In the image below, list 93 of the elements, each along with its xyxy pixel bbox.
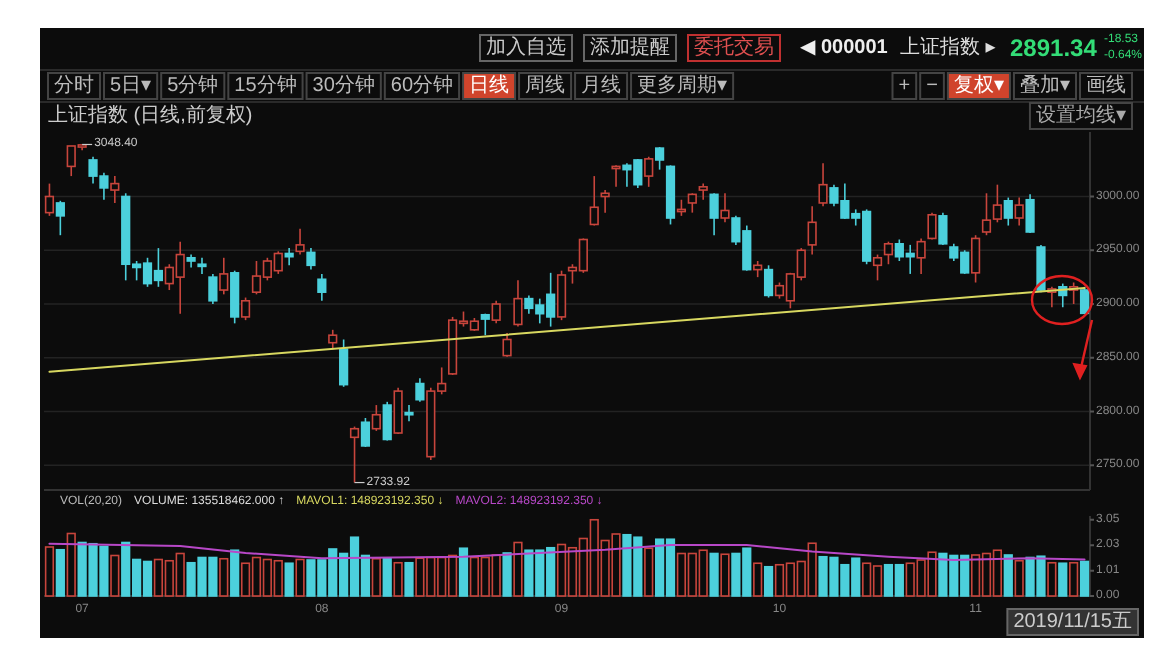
candlestick xyxy=(230,269,240,325)
candlestick xyxy=(306,247,316,271)
text: 月线 xyxy=(581,73,622,97)
text: 日线 xyxy=(469,73,510,97)
candlestick xyxy=(349,425,360,484)
bar xyxy=(1079,560,1090,597)
candlestick xyxy=(872,253,883,282)
text: 添加提醒 xyxy=(590,35,670,59)
candlestick xyxy=(720,192,730,224)
bar xyxy=(513,541,523,597)
line-series xyxy=(48,542,1086,561)
text: 5分钟 xyxy=(167,73,219,97)
bar xyxy=(219,557,229,597)
bar xyxy=(709,552,719,597)
bar xyxy=(295,558,305,597)
bar xyxy=(393,561,403,597)
candlestick xyxy=(197,256,207,275)
text: 周线 xyxy=(525,73,566,97)
text: 更多周期▾ xyxy=(637,73,728,97)
candlestick xyxy=(240,296,251,321)
text: 60分钟 xyxy=(390,73,454,97)
text: 设置均线▾ xyxy=(1035,103,1126,127)
bar xyxy=(66,532,76,597)
candlestick xyxy=(709,192,719,237)
candlestick xyxy=(687,192,697,214)
candlestick xyxy=(219,256,229,296)
bar xyxy=(371,557,381,597)
bar xyxy=(763,565,774,597)
text: + xyxy=(898,75,911,97)
candlestick xyxy=(208,273,218,305)
text: 委托交易 xyxy=(694,35,774,59)
bar xyxy=(1069,561,1079,597)
bar xyxy=(1014,559,1024,597)
candlestick xyxy=(970,234,981,284)
candlestick xyxy=(415,377,425,403)
candlestick xyxy=(491,299,501,325)
bar xyxy=(382,557,392,597)
candlestick xyxy=(360,417,371,448)
candlestick xyxy=(883,240,894,266)
candlestick xyxy=(600,189,610,214)
bar xyxy=(720,553,730,597)
candlestick xyxy=(818,162,828,207)
candlestick xyxy=(916,237,926,275)
bar xyxy=(502,552,512,597)
candlestick xyxy=(328,329,338,350)
text: 30分钟 xyxy=(312,73,375,97)
text: 复权▾ xyxy=(953,73,1004,97)
candlestick xyxy=(644,155,654,188)
candlestick xyxy=(55,200,65,237)
candlestick xyxy=(556,269,567,321)
bar xyxy=(284,562,294,597)
text: − xyxy=(926,75,939,97)
bar xyxy=(458,547,469,597)
candlestick xyxy=(502,332,512,358)
text: 15分钟 xyxy=(234,73,297,97)
text: 2891.34 xyxy=(1010,34,1098,62)
text: ◀ 000001 xyxy=(800,37,889,59)
candlestick xyxy=(393,387,403,435)
candlestick xyxy=(1003,196,1013,227)
candlestick xyxy=(763,264,774,299)
candlestick xyxy=(317,273,327,302)
candlestick xyxy=(382,401,392,442)
candlestick xyxy=(611,164,621,188)
text: 5日▾ xyxy=(110,75,152,97)
candlestick xyxy=(339,338,349,388)
bar xyxy=(230,549,240,597)
text: 加入自选 xyxy=(486,35,566,59)
candlestick xyxy=(404,404,414,422)
candlestick xyxy=(807,205,817,256)
chart-title: 上证指数 (日线,前复权) xyxy=(48,103,253,127)
bar xyxy=(110,554,120,597)
text: 叠加▾ xyxy=(1019,73,1070,97)
text: 画线 xyxy=(1086,73,1126,97)
candlestick xyxy=(110,175,120,204)
candlestick xyxy=(655,146,665,171)
text: 分时 xyxy=(54,73,94,97)
bar xyxy=(1003,554,1013,597)
candlestick xyxy=(513,279,523,328)
candlestick xyxy=(1025,193,1035,234)
text: 上证指数 ▸ xyxy=(900,35,996,59)
bar xyxy=(404,561,414,597)
bar xyxy=(644,547,654,597)
candlestick xyxy=(927,211,937,241)
text: 2019/11/15五 xyxy=(1013,611,1132,633)
bar xyxy=(1047,561,1057,597)
bar xyxy=(1058,562,1068,597)
candlestick xyxy=(1014,196,1024,227)
candlestick xyxy=(295,227,305,256)
candlestick xyxy=(371,404,381,432)
bar xyxy=(55,548,65,597)
bar xyxy=(753,562,763,597)
candlestick xyxy=(938,211,948,246)
candlestick xyxy=(589,175,599,227)
